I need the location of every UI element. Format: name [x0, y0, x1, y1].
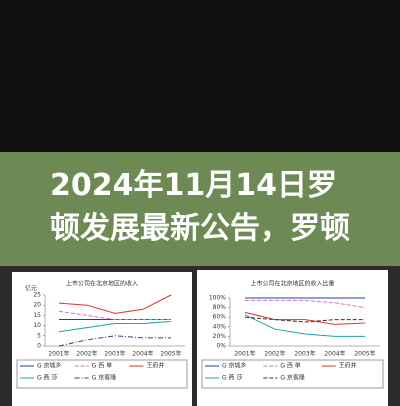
- legend-label: 王府井: [339, 362, 357, 370]
- legend-label: G 燕 莎: [222, 374, 242, 382]
- y-tick-label: 20%: [213, 333, 227, 340]
- x-tick-label: 2003年: [294, 350, 315, 358]
- y-tick-label: 25: [33, 292, 41, 299]
- series-line: [58, 294, 172, 314]
- series-line: [245, 299, 366, 309]
- x-tick-label: 2004年: [324, 350, 345, 358]
- y-tick-label: 0%: [216, 343, 226, 350]
- chart-image: [197, 270, 388, 406]
- y-tick-label: 40%: [213, 323, 227, 330]
- series-line: [58, 335, 171, 347]
- series-line: [244, 316, 365, 323]
- y-tick-label: 100%: [209, 295, 226, 302]
- x-tick-label: 2001年: [234, 350, 255, 358]
- x-tick-label: 2004年: [132, 350, 153, 358]
- legend-label: G 西 单: [92, 362, 112, 370]
- legend-box: [16, 359, 188, 389]
- y-tick-label: 80%: [213, 304, 227, 311]
- legend-label: G 燕 莎: [37, 374, 57, 382]
- chart-title: 上市公司在北京地区的收入: [66, 280, 138, 288]
- y-tick-label: 10: [33, 322, 41, 329]
- y-tick-label: 5: [37, 332, 41, 339]
- chart-image: [12, 272, 192, 406]
- series-line: [58, 310, 171, 320]
- legend-label: 王府井: [146, 362, 164, 370]
- x-tick-label: 2002年: [264, 350, 285, 358]
- legend-label: G 京城乡: [37, 362, 62, 370]
- headline-band: [0, 152, 400, 266]
- series-line: [244, 311, 366, 325]
- legend-label: G 京客隆: [280, 374, 305, 382]
- x-tick-label: 2002年: [76, 350, 97, 358]
- legend-label: G 京客隆: [92, 374, 117, 382]
- x-tick-label: 2001年: [48, 350, 69, 358]
- series-line: [244, 314, 365, 337]
- series-line: [58, 321, 172, 333]
- y-axis-label: 亿元: [25, 285, 37, 293]
- x-tick-label: 2005年: [160, 350, 181, 358]
- chart-title: 上市公司在北京地区的收入比重: [250, 280, 334, 288]
- y-tick-label: 15: [33, 312, 41, 319]
- legend-label: G 京城乡: [222, 362, 247, 370]
- x-tick-label: 2003年: [104, 350, 125, 358]
- legend-label: G 西 单: [280, 362, 300, 370]
- x-tick-label: 2005年: [354, 350, 375, 358]
- y-tick-label: 60%: [213, 314, 227, 321]
- y-tick-label: 20: [33, 302, 41, 309]
- y-tick-label: 0: [37, 343, 41, 350]
- headline: 2024年11月14日罗顿发展最新公告，罗顿发: [50, 168, 350, 246]
- legend-box: [201, 359, 384, 389]
